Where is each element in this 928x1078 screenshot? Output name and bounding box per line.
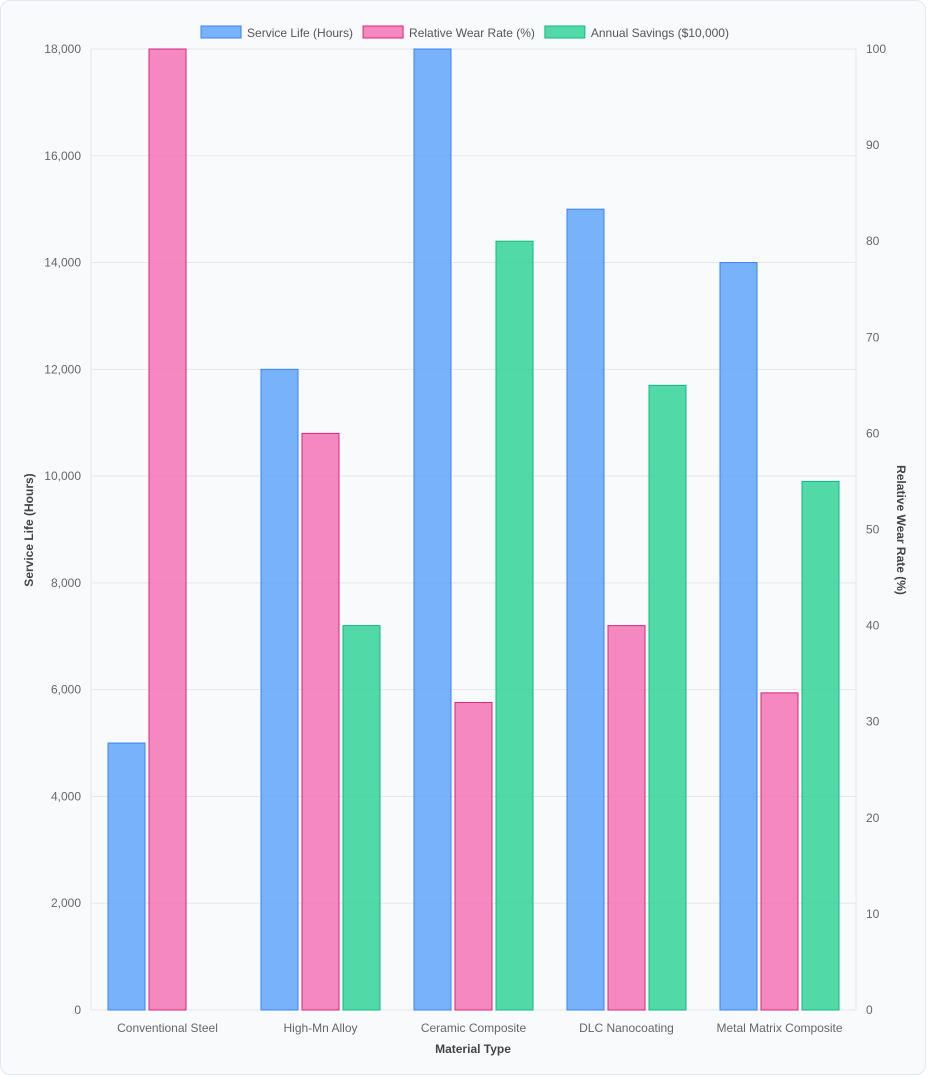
- x-tick-label: Conventional Steel: [117, 1021, 218, 1035]
- x-axis-ticks: Conventional Steel High-Mn Alloy Ceramic C…: [117, 1021, 843, 1035]
- grid-lines: [90, 48, 857, 1011]
- y-left-tick-label: 18,000: [44, 42, 81, 56]
- y-right-tick-label: 70: [866, 330, 880, 344]
- bar-wear-rate[interactable]: [607, 625, 646, 1011]
- legend: Service Life (Hours) Relative Wear Rate (…: [200, 25, 729, 40]
- legend-swatch[interactable]: [362, 25, 404, 39]
- legend-label: Relative Wear Rate (%): [409, 26, 535, 40]
- bar-service-life[interactable]: [260, 368, 299, 1011]
- y-left-tick-label: 6,000: [51, 683, 81, 697]
- y-right-tick-label: 90: [866, 138, 880, 152]
- bars: [107, 48, 840, 1011]
- bar-wear-rate[interactable]: [454, 701, 493, 1011]
- x-tick-label: Metal Matrix Composite: [716, 1021, 842, 1035]
- bar-annual-savings[interactable]: [648, 384, 687, 1011]
- y-right-tick-label: 60: [866, 426, 880, 440]
- legend-label: Annual Savings ($10,000): [591, 26, 729, 40]
- y-right-tick-label: 80: [866, 234, 880, 248]
- bar-service-life[interactable]: [413, 48, 452, 1011]
- y-left-tick-label: 8,000: [51, 576, 81, 590]
- y-right-tick-label: 100: [866, 42, 886, 56]
- bar-service-life[interactable]: [107, 742, 146, 1011]
- bar-wear-rate[interactable]: [301, 432, 340, 1011]
- bar-annual-savings[interactable]: [495, 240, 534, 1011]
- legend-swatch[interactable]: [200, 25, 242, 39]
- y-left-tick-label: 0: [74, 1003, 81, 1017]
- y-right-tick-label: 10: [866, 907, 880, 921]
- y-right-tick-label: 20: [866, 811, 880, 825]
- y-right-tick-label: 30: [866, 715, 880, 729]
- y-left-tick-label: 4,000: [51, 789, 81, 803]
- legend-label: Service Life (Hours): [247, 26, 353, 40]
- y-right-tick-label: 50: [866, 523, 880, 537]
- x-tick-label: Ceramic Composite: [421, 1021, 527, 1035]
- bar-service-life[interactable]: [719, 262, 758, 1011]
- y-left-tick-label: 14,000: [44, 256, 81, 270]
- y-left-tick-label: 10,000: [44, 469, 81, 483]
- x-axis-title: Material Type: [435, 1042, 511, 1056]
- y-left-tick-label: 2,000: [51, 896, 81, 910]
- y-left-tick-label: 16,000: [44, 149, 81, 163]
- legend-swatch[interactable]: [544, 25, 586, 39]
- left-axis-ticks: 0 2,000 4,000 6,000 8,000 10,000 12,000 14,000 1…: [44, 42, 81, 1017]
- y-right-tick-label: 0: [866, 1003, 873, 1017]
- bar-wear-rate[interactable]: [148, 48, 187, 1011]
- y-right-tick-label: 40: [866, 619, 880, 633]
- y-left-tick-label: 12,000: [44, 362, 81, 376]
- bar-wear-rate[interactable]: [760, 692, 799, 1011]
- y-left-axis-title: Service Life (Hours): [22, 473, 36, 586]
- y-right-axis-title: Relative Wear Rate (%): [894, 465, 908, 595]
- bar-annual-savings[interactable]: [801, 480, 840, 1011]
- bar-annual-savings[interactable]: [342, 625, 381, 1011]
- bar-service-life[interactable]: [566, 208, 605, 1011]
- x-tick-label: DLC Nanocoating: [579, 1021, 674, 1035]
- right-axis-ticks: 0 10 20 30 40 50 60 70 80 90 100: [866, 42, 886, 1017]
- x-tick-label: High-Mn Alloy: [283, 1021, 357, 1035]
